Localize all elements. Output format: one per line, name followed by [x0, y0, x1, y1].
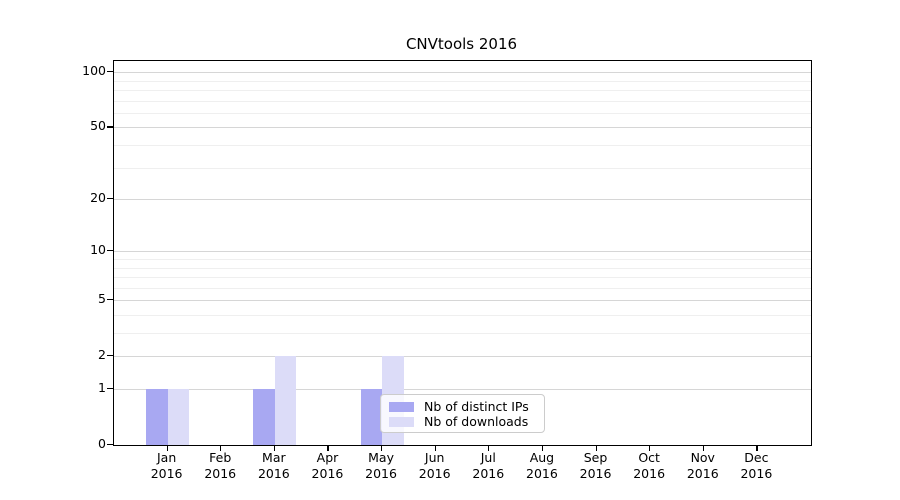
- y-gridline-major: [114, 199, 811, 201]
- bar-downloads-mar: [274, 356, 297, 445]
- y-gridline-minor: [114, 100, 811, 102]
- legend-swatch-distinct-ips: [389, 401, 414, 412]
- y-tick-label: 5: [98, 291, 106, 307]
- legend-label-distinct-ips: Nb of distinct IPs: [424, 399, 529, 414]
- legend-item-distinct-ips: Nb of distinct IPs: [389, 399, 536, 414]
- y-tick-mark: [107, 250, 113, 252]
- y-tick-mark: [107, 355, 113, 357]
- legend: Nb of distinct IPs Nb of downloads: [380, 394, 545, 433]
- x-tick-label: Mar 2016: [257, 450, 290, 481]
- x-tick-mark: [273, 445, 276, 451]
- x-tick-mark: [381, 445, 383, 451]
- bar-distinct-ips-may: [360, 389, 383, 445]
- x-tick-label: May 2016: [365, 450, 397, 481]
- x-tick-mark: [649, 445, 651, 451]
- y-gridline-major: [114, 251, 811, 253]
- y-tick-mark: [107, 71, 113, 73]
- y-tick-mark: [107, 299, 113, 301]
- x-tick-label: Jan 2016: [150, 450, 183, 481]
- x-tick-mark: [702, 445, 704, 451]
- x-tick-mark: [756, 445, 758, 451]
- y-tick-mark: [107, 388, 113, 390]
- x-tick-label: Feb 2016: [204, 450, 237, 481]
- y-tick-mark: [107, 126, 113, 128]
- legend-label-downloads: Nb of downloads: [424, 414, 529, 429]
- x-tick-mark: [434, 445, 436, 451]
- y-gridline-minor: [114, 277, 811, 279]
- x-tick-label: Sep 2016: [579, 450, 612, 481]
- x-tick-label: Jun 2016: [418, 450, 451, 481]
- y-gridline-minor: [114, 258, 811, 260]
- y-gridline-minor: [114, 314, 811, 316]
- y-gridline-major: [114, 300, 811, 302]
- y-tick-mark: [107, 198, 113, 200]
- x-tick-mark: [220, 445, 222, 451]
- y-tick-label: 2: [98, 347, 106, 363]
- y-tick-label: 1: [98, 380, 106, 395]
- chart-title: CNVtools 2016: [405, 35, 518, 53]
- x-tick-mark: [327, 445, 329, 451]
- x-tick-mark: [595, 445, 597, 451]
- y-tick-label: 50: [90, 118, 106, 134]
- x-tick-label: Jul 2016: [472, 450, 505, 481]
- legend-swatch-downloads: [389, 416, 414, 427]
- y-gridline-minor: [114, 267, 811, 269]
- x-tick-mark: [541, 445, 544, 451]
- x-tick-mark: [166, 445, 168, 451]
- y-tick-label: 10: [90, 242, 106, 258]
- bar-distinct-ips-mar: [253, 389, 275, 445]
- y-gridline-minor: [114, 333, 811, 334]
- y-gridline-minor: [114, 145, 811, 146]
- y-gridline-minor: [114, 112, 811, 114]
- y-gridline-major: [114, 72, 811, 74]
- y-gridline-minor: [114, 90, 811, 91]
- y-tick-label: 20: [90, 190, 106, 206]
- y-tick-mark: [107, 444, 113, 446]
- y-gridline-minor: [114, 287, 811, 289]
- x-tick-label: Nov 2016: [686, 450, 719, 481]
- y-gridline-major: [114, 389, 811, 390]
- x-tick-label: Dec 2016: [740, 450, 773, 481]
- x-tick-label: Oct 2016: [633, 450, 666, 481]
- bar-distinct-ips-jan: [146, 389, 168, 445]
- y-tick-label: 100: [82, 63, 106, 79]
- y-gridline-minor: [114, 80, 811, 82]
- x-tick-label: Aug 2016: [526, 450, 558, 481]
- legend-item-downloads: Nb of downloads: [389, 414, 536, 429]
- y-gridline-major: [114, 127, 811, 129]
- plot-area: [113, 60, 812, 446]
- x-tick-mark: [488, 445, 490, 451]
- y-gridline-major: [114, 356, 811, 358]
- x-tick-label: Apr 2016: [311, 450, 344, 481]
- bar-downloads-jan: [167, 389, 190, 445]
- y-tick-label: 0: [98, 436, 106, 451]
- y-gridline-minor: [114, 167, 811, 169]
